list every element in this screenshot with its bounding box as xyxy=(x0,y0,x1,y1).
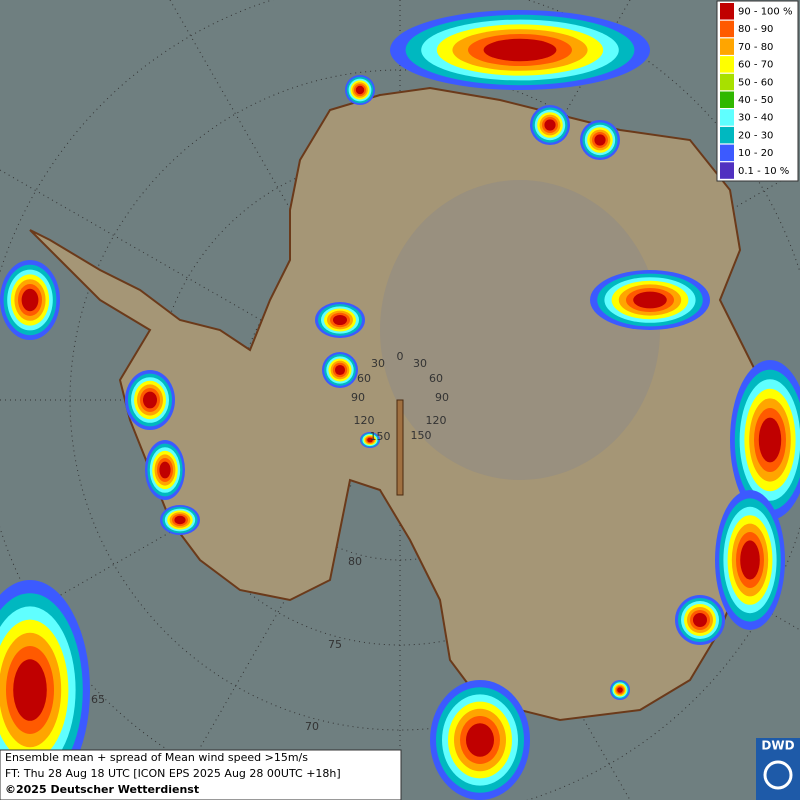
wind-layer xyxy=(740,540,760,580)
latitude-label: 65 xyxy=(91,693,105,706)
logo-box xyxy=(756,738,800,800)
wind-layer xyxy=(159,461,171,479)
longitude-label: 60 xyxy=(429,372,443,385)
longitude-label: 150 xyxy=(370,430,391,443)
plateau xyxy=(380,180,660,480)
wind-layer xyxy=(633,291,667,309)
wind-areas xyxy=(0,10,800,800)
legend-label: 30 - 40 xyxy=(738,113,773,124)
legend-label: 70 - 80 xyxy=(738,42,773,53)
wind-layer xyxy=(174,515,186,525)
wind-layer xyxy=(143,391,157,409)
wind-layer xyxy=(693,613,707,627)
legend-label: 20 - 30 xyxy=(738,130,773,141)
logo: DWD xyxy=(761,739,794,753)
longitude-label: 90 xyxy=(435,391,449,404)
longitude-label: 0 xyxy=(397,350,404,363)
legend-label: 80 - 90 xyxy=(738,24,773,35)
legend: 90 - 100 % 80 - 90 70 - 80 60 - 70 50 - 60 40… xyxy=(716,0,799,182)
wind-layer xyxy=(483,38,557,62)
meridian-marker xyxy=(396,399,404,496)
latitude-label: 75 xyxy=(328,638,342,651)
wind-layer xyxy=(334,364,346,376)
wind-layer xyxy=(367,437,373,443)
wind-layer xyxy=(758,417,782,463)
longitude-label: 90 xyxy=(351,391,365,404)
longitude-label: 150 xyxy=(411,429,432,442)
legend-label: 0.1 - 10 % xyxy=(738,166,789,177)
longitude-label: 120 xyxy=(354,414,375,427)
legend-swatch xyxy=(720,162,734,179)
wind-layer xyxy=(466,723,494,757)
legend-swatch xyxy=(720,3,734,20)
legend-label: 50 - 60 xyxy=(738,77,773,88)
wind-layer xyxy=(355,85,365,95)
logo-swirl xyxy=(763,760,793,790)
legend-swatch xyxy=(720,56,734,73)
longitude-label: 60 xyxy=(357,372,371,385)
legend-label: 40 - 50 xyxy=(738,95,773,106)
wind-layer xyxy=(594,134,606,146)
legend-label: 60 - 70 xyxy=(738,60,773,71)
legend-label: 90 - 100 % xyxy=(738,7,792,18)
info-title: Ensemble mean + spread of Mean wind spee… xyxy=(5,751,308,764)
legend-swatch xyxy=(720,73,734,91)
longitude-label: 120 xyxy=(426,414,447,427)
legend-swatch xyxy=(720,20,734,38)
wind-layer xyxy=(544,119,556,131)
wind-layer xyxy=(21,288,39,312)
info-forecast: FT: Thu 28 Aug 18 UTC [ICON EPS 2025 Aug… xyxy=(5,767,341,780)
legend-swatch xyxy=(720,144,734,162)
legend-swatch xyxy=(720,109,734,126)
legend-label: 10 - 20 xyxy=(738,148,773,159)
wind-layer xyxy=(333,314,347,326)
wind-layer xyxy=(13,659,47,721)
latitude-label: 70 xyxy=(305,720,319,733)
longitude-label: 30 xyxy=(413,357,427,370)
legend-swatch xyxy=(720,91,734,108)
wind-layer xyxy=(617,687,623,693)
longitude-label: 30 xyxy=(371,357,385,370)
latitude-label: 80 xyxy=(348,555,362,568)
legend-swatch xyxy=(720,38,734,55)
legend-swatch xyxy=(720,126,734,144)
info-copyright: ©2025 Deutscher Wetterdienst xyxy=(5,783,199,796)
